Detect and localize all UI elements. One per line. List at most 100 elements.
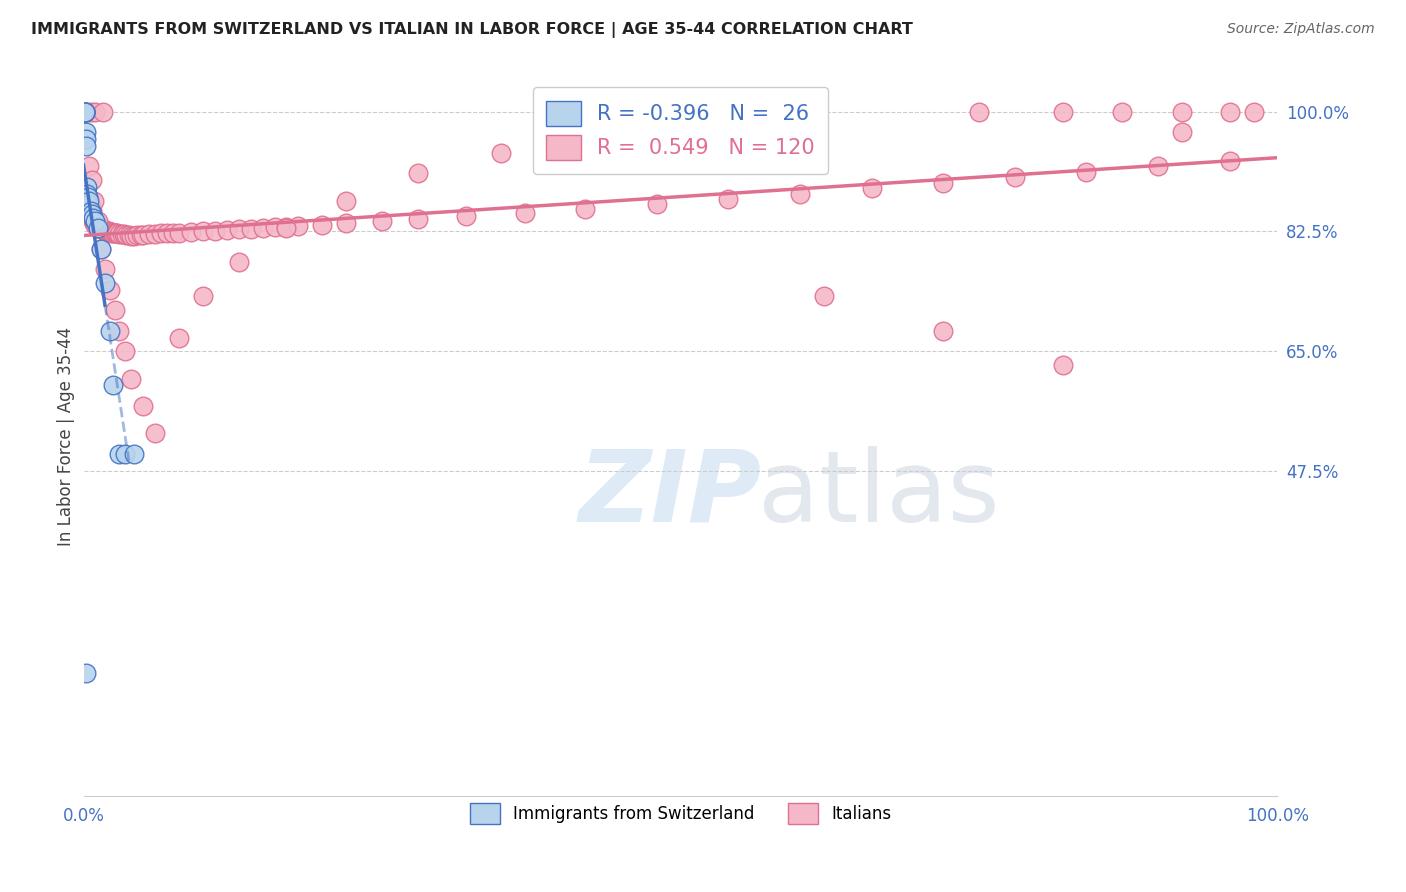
Point bbox=[239, 221, 262, 235]
Point bbox=[287, 219, 309, 233]
Point bbox=[87, 219, 110, 233]
Point bbox=[1147, 160, 1170, 174]
Point bbox=[204, 224, 226, 238]
Point bbox=[87, 221, 110, 235]
Point bbox=[167, 226, 190, 240]
Point bbox=[83, 194, 105, 208]
Point bbox=[104, 227, 127, 241]
Point bbox=[120, 228, 142, 243]
Point bbox=[98, 324, 121, 338]
Point bbox=[263, 220, 285, 235]
Point bbox=[1171, 125, 1194, 139]
Point bbox=[75, 665, 97, 680]
Point bbox=[454, 210, 477, 224]
Point bbox=[122, 447, 145, 461]
Point bbox=[90, 221, 112, 235]
Point bbox=[76, 186, 98, 201]
Point bbox=[82, 214, 104, 228]
Point bbox=[1052, 104, 1074, 119]
Point bbox=[87, 219, 110, 234]
Point bbox=[75, 132, 97, 146]
Point bbox=[252, 221, 274, 235]
Y-axis label: In Labor Force | Age 35-44: In Labor Force | Age 35-44 bbox=[58, 327, 75, 546]
Point bbox=[96, 224, 118, 238]
Point bbox=[335, 194, 357, 208]
Point bbox=[79, 194, 101, 208]
Point bbox=[103, 226, 125, 240]
Point bbox=[73, 104, 96, 119]
Point bbox=[90, 242, 112, 256]
Point bbox=[96, 224, 118, 238]
Point bbox=[87, 220, 110, 235]
Point bbox=[79, 203, 101, 218]
Point bbox=[228, 222, 250, 236]
Point bbox=[515, 206, 537, 220]
Point bbox=[132, 399, 155, 413]
Legend: Immigrants from Switzerland, Italians: Immigrants from Switzerland, Italians bbox=[460, 793, 901, 835]
Point bbox=[127, 227, 149, 242]
Point bbox=[98, 225, 121, 239]
Point bbox=[717, 192, 740, 206]
Point bbox=[1111, 104, 1133, 119]
Text: Source: ZipAtlas.com: Source: ZipAtlas.com bbox=[1227, 22, 1375, 37]
Point bbox=[80, 207, 103, 221]
Point bbox=[180, 225, 202, 239]
Point bbox=[76, 180, 98, 194]
Point bbox=[98, 283, 121, 297]
Point bbox=[122, 228, 145, 243]
Point bbox=[84, 214, 107, 228]
Text: ZIP: ZIP bbox=[579, 446, 762, 542]
Point bbox=[813, 289, 835, 303]
Point bbox=[77, 190, 100, 204]
Point bbox=[108, 447, 131, 461]
Point bbox=[103, 303, 125, 318]
Point bbox=[103, 378, 125, 392]
Point bbox=[79, 197, 101, 211]
Point bbox=[94, 223, 117, 237]
Point bbox=[406, 166, 429, 180]
Point bbox=[276, 219, 298, 234]
Point bbox=[76, 186, 98, 201]
Point bbox=[75, 125, 97, 139]
Point bbox=[1243, 104, 1265, 119]
Point bbox=[77, 190, 100, 204]
Point bbox=[84, 217, 107, 231]
Point bbox=[79, 194, 101, 208]
Point bbox=[115, 227, 138, 242]
Point bbox=[129, 227, 152, 242]
Point bbox=[645, 197, 668, 211]
Point bbox=[574, 202, 596, 216]
Point bbox=[91, 222, 114, 236]
Point bbox=[75, 139, 97, 153]
Point bbox=[311, 218, 333, 232]
Point bbox=[94, 276, 117, 290]
Point bbox=[118, 227, 141, 242]
Point bbox=[276, 221, 298, 235]
Point bbox=[84, 104, 107, 119]
Point bbox=[108, 227, 131, 242]
Point bbox=[82, 211, 104, 225]
Point bbox=[86, 219, 108, 233]
Text: IMMIGRANTS FROM SWITZERLAND VS ITALIAN IN LABOR FORCE | AGE 35-44 CORRELATION CH: IMMIGRANTS FROM SWITZERLAND VS ITALIAN I… bbox=[31, 22, 912, 38]
Point bbox=[80, 173, 103, 187]
Point bbox=[932, 176, 955, 190]
Point bbox=[93, 223, 115, 237]
Point bbox=[1219, 153, 1241, 168]
Point bbox=[1171, 104, 1194, 119]
Point bbox=[1076, 165, 1098, 179]
Point bbox=[143, 227, 166, 242]
Point bbox=[371, 214, 394, 228]
Point bbox=[73, 104, 96, 119]
Point bbox=[167, 330, 190, 344]
Point bbox=[80, 211, 103, 225]
Point bbox=[105, 227, 128, 241]
Point bbox=[79, 104, 101, 119]
Point bbox=[97, 224, 120, 238]
Point bbox=[84, 216, 107, 230]
Point bbox=[228, 255, 250, 269]
Point bbox=[932, 324, 955, 338]
Point bbox=[77, 197, 100, 211]
Point bbox=[162, 226, 184, 240]
Point bbox=[138, 227, 160, 242]
Point bbox=[90, 242, 112, 256]
